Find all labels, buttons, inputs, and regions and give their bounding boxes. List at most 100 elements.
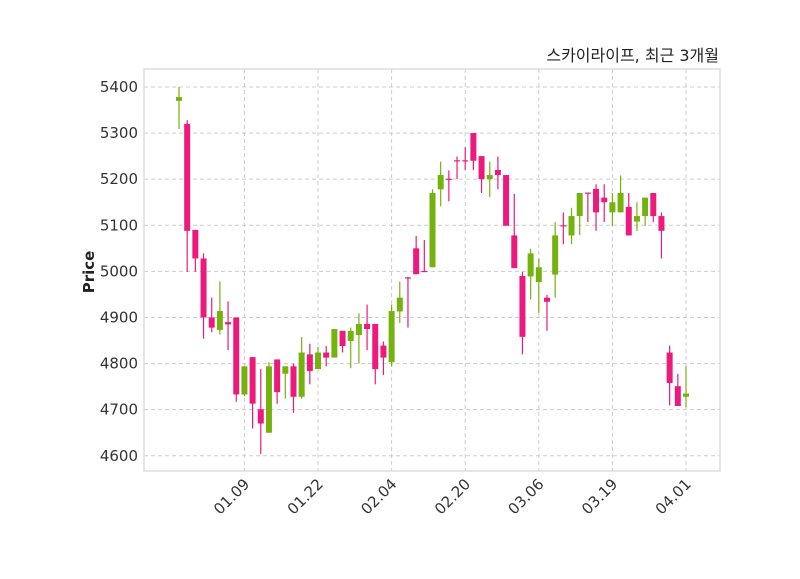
candle-body (421, 270, 428, 273)
candle-down (470, 133, 477, 170)
grid (144, 69, 720, 471)
y-axis-label: Price (80, 251, 98, 294)
candle-up (486, 161, 493, 198)
candle-body (364, 323, 371, 330)
candle-body (192, 229, 199, 259)
candle-body (298, 352, 305, 397)
candle-body (200, 258, 207, 318)
candle-down (380, 341, 387, 376)
candle-body (184, 123, 191, 231)
candle-body (355, 323, 362, 336)
candle-body (633, 216, 640, 222)
candle-body (609, 202, 616, 213)
candle-up (576, 193, 583, 235)
candle-up (331, 329, 338, 358)
candle-body (535, 267, 542, 282)
candle-body (642, 197, 649, 217)
candle-body (568, 216, 575, 236)
candle-body (674, 386, 681, 406)
candle-up (216, 281, 223, 335)
candle-up (617, 175, 624, 213)
candle-body (454, 160, 461, 162)
candle-down (593, 184, 600, 231)
candle-body (527, 253, 534, 277)
candle-down (339, 330, 346, 353)
candle-up (347, 327, 354, 369)
x-tick-label: 02.04 (357, 475, 400, 518)
candle-body (233, 317, 240, 395)
candle-up (429, 189, 436, 268)
candle-body (503, 175, 510, 226)
candle-up (241, 366, 248, 397)
candle-up (315, 346, 322, 370)
candle-down (306, 343, 313, 385)
y-tick-label: 5300 (100, 124, 138, 142)
candle-body (225, 322, 232, 325)
candle-down (249, 357, 256, 429)
chart-title: 스카이라이프, 최근 3개월 (546, 46, 719, 65)
y-tick-label: 5100 (100, 216, 138, 234)
candle-body (437, 175, 444, 190)
candles (176, 86, 689, 454)
candle-body (404, 277, 411, 279)
candle-body (486, 175, 493, 180)
y-tick-label: 4700 (100, 401, 138, 419)
candle-body (331, 329, 338, 358)
candle-body (290, 366, 297, 397)
candle-up (176, 86, 182, 129)
candle-up (527, 248, 534, 300)
candle-down (462, 147, 469, 170)
candle-body (462, 160, 469, 162)
candle-body (282, 366, 289, 374)
candle-up (355, 313, 362, 364)
candle-body (478, 156, 485, 180)
candle-down (454, 156, 461, 180)
candle-up (642, 197, 649, 226)
candle-body (306, 354, 313, 371)
y-tick-label: 4600 (100, 447, 138, 465)
candle-down (257, 369, 264, 454)
candle-down (666, 345, 673, 406)
y-axis-ticks: 4600 4700 4800 4900 5000 5100 5200 5300 5400 (100, 78, 138, 465)
candle-up (282, 366, 289, 399)
candle-down (184, 120, 191, 272)
candle-down (674, 373, 681, 406)
y-tick-label: 4900 (100, 308, 138, 326)
candle-down (560, 212, 567, 245)
candle-body (396, 297, 403, 312)
candle-body (666, 352, 673, 383)
x-tick-label: 03.06 (505, 475, 548, 518)
candle-up (535, 258, 542, 314)
candle-body (470, 133, 477, 161)
y-tick-label: 5000 (100, 262, 138, 280)
candle-body (429, 193, 436, 268)
candle-body (584, 192, 591, 194)
candle-body (650, 193, 657, 217)
candle-down (208, 297, 215, 333)
candle-body (494, 169, 501, 176)
candle-down (519, 271, 526, 355)
candle-body (519, 275, 526, 337)
candle-body (601, 197, 608, 203)
candle-body (241, 366, 248, 395)
candle-body (388, 311, 395, 363)
candle-body (216, 311, 223, 330)
candle-body (511, 235, 518, 269)
candle-down (478, 156, 485, 194)
candle-body (176, 97, 182, 101)
y-tick-label: 5400 (100, 78, 138, 96)
candle-body (372, 323, 379, 370)
candle-up (609, 193, 616, 226)
plot-frame (143, 68, 721, 472)
candle-up (552, 222, 559, 298)
candle-down (323, 346, 330, 367)
candle-down (658, 212, 665, 259)
candle-up (396, 281, 403, 324)
candle-body (249, 357, 256, 404)
candle-up (633, 202, 640, 231)
candle-body (274, 359, 281, 393)
candle-body (658, 216, 665, 231)
candle-body (560, 225, 567, 227)
x-tick-label: 01.22 (284, 475, 327, 518)
